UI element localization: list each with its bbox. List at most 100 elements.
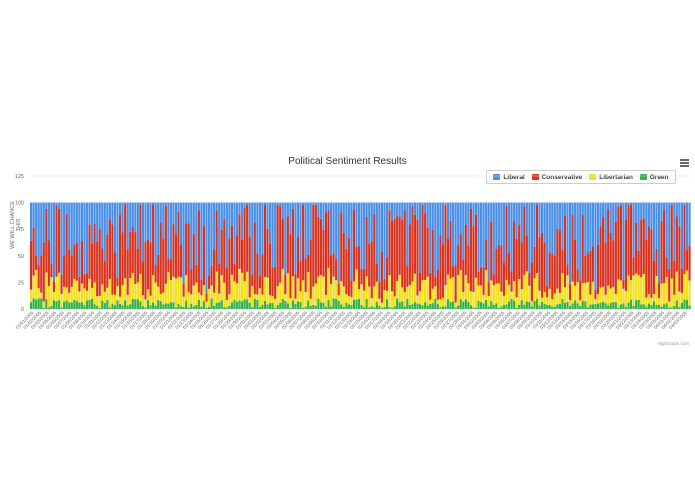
bar-segment-green[interactable] [668,307,671,309]
bar-segment-green[interactable] [248,302,251,309]
bar-segment-green[interactable] [446,299,450,309]
bar-segment-conservative[interactable] [505,206,508,280]
bar-segment-liberal[interactable] [452,202,455,267]
bar-segment-liberal[interactable] [370,202,373,243]
bar-segment-libertarian[interactable] [357,289,361,299]
bar-segment-libertarian[interactable] [225,299,228,308]
bar-segment-conservative[interactable] [675,216,678,272]
bar-segment-libertarian[interactable] [474,277,478,308]
bar-segment-conservative[interactable] [335,258,338,281]
bar-segment-conservative[interactable] [558,230,561,293]
bar-segment-libertarian[interactable] [190,294,193,304]
bar-segment-liberal[interactable] [538,202,541,238]
bar-segment-green[interactable] [614,302,617,309]
bar-segment-green[interactable] [510,298,513,309]
bar-segment-libertarian[interactable] [258,288,261,307]
bar-segment-libertarian[interactable] [42,301,45,308]
bar-segment-conservative[interactable] [454,265,457,303]
bar-segment-liberal[interactable] [604,202,607,243]
bar-segment-conservative[interactable] [513,221,516,282]
bar-segment-liberal[interactable] [85,202,89,274]
bar-segment-green[interactable] [241,301,244,309]
bar-segment-conservative[interactable] [660,220,663,284]
bar-segment-liberal[interactable] [561,202,564,250]
bar-segment-green[interactable] [32,298,35,309]
bar-segment-libertarian[interactable] [220,275,223,301]
bar-segment-liberal[interactable] [279,202,282,207]
bar-segment-conservative[interactable] [63,255,66,287]
bar-segment-libertarian[interactable] [169,280,172,303]
bar-segment-conservative[interactable] [401,219,404,288]
bar-segment-liberal[interactable] [530,202,533,263]
bar-segment-green[interactable] [225,307,228,309]
bar-segment-libertarian[interactable] [360,284,363,306]
bar-segment-libertarian[interactable] [352,281,356,300]
bar-segment-conservative[interactable] [589,250,592,295]
bar-segment-conservative[interactable] [482,266,485,295]
bar-segment-green[interactable] [401,301,404,309]
bar-segment-green[interactable] [528,301,531,309]
bar-segment-conservative[interactable] [424,213,427,281]
bar-segment-green[interactable] [538,305,541,309]
bar-segment-conservative[interactable] [408,224,411,285]
bar-segment-liberal[interactable] [286,202,289,217]
bar-segment-green[interactable] [37,298,40,309]
bar-segment-conservative[interactable] [462,259,465,293]
bar-segment-liberal[interactable] [591,202,595,247]
bar-segment-liberal[interactable] [363,202,366,270]
bar-segment-green[interactable] [429,304,432,309]
bar-segment-green[interactable] [284,300,287,309]
bar-segment-conservative[interactable] [91,243,94,288]
bar-segment-conservative[interactable] [111,224,114,295]
bar-segment-green[interactable] [403,306,406,309]
bar-segment-libertarian[interactable] [274,298,277,308]
bar-segment-green[interactable] [40,298,43,309]
bar-segment-liberal[interactable] [108,202,111,220]
bar-segment-liberal[interactable] [464,202,467,225]
bar-segment-libertarian[interactable] [431,288,434,304]
bar-segment-green[interactable] [449,302,452,309]
bar-segment-liberal[interactable] [418,202,422,273]
bar-segment-conservative[interactable] [373,213,376,287]
bar-segment-libertarian[interactable] [78,291,81,303]
bar-segment-green[interactable] [200,306,203,309]
bar-segment-green[interactable] [205,307,208,309]
bar-segment-conservative[interactable] [159,222,162,294]
bar-segment-conservative[interactable] [230,225,233,275]
bar-segment-libertarian[interactable] [444,285,447,307]
bar-segment-green[interactable] [393,306,396,309]
bar-segment-green[interactable] [101,300,104,309]
bar-segment-liberal[interactable] [174,202,178,235]
bar-segment-green[interactable] [111,303,114,309]
bar-segment-green[interactable] [424,302,427,309]
bar-segment-green[interactable] [523,304,526,309]
bar-segment-liberal[interactable] [520,202,523,243]
bar-segment-libertarian[interactable] [609,288,612,303]
bar-segment-libertarian[interactable] [73,279,76,300]
bar-segment-liberal[interactable] [230,202,233,226]
legend-item-green[interactable]: Green [639,174,669,181]
bar-segment-green[interactable] [380,307,383,309]
bar-segment-liberal[interactable] [673,202,676,261]
bar-segment-libertarian[interactable] [317,276,320,299]
bar-segment-liberal[interactable] [632,202,635,258]
bar-segment-green[interactable] [355,299,358,309]
bar-segment-liberal[interactable] [258,202,261,277]
bar-segment-libertarian[interactable] [645,297,648,307]
bar-segment-libertarian[interactable] [131,273,134,299]
bar-segment-green[interactable] [121,305,124,309]
bar-segment-libertarian[interactable] [657,298,661,306]
bar-segment-libertarian[interactable] [602,286,605,302]
bar-segment-libertarian[interactable] [30,289,33,303]
bar-segment-conservative[interactable] [50,263,53,278]
bar-segment-liberal[interactable] [487,202,490,283]
bar-segment-liberal[interactable] [574,202,577,240]
bar-segment-conservative[interactable] [609,232,612,289]
bar-segment-conservative[interactable] [477,271,480,286]
bar-segment-libertarian[interactable] [500,291,503,307]
bar-segment-green[interactable] [162,304,165,309]
bar-segment-green[interactable] [416,303,419,309]
bar-segment-conservative[interactable] [553,255,556,294]
bar-segment-libertarian[interactable] [251,286,254,308]
bar-segment-conservative[interactable] [182,283,185,297]
